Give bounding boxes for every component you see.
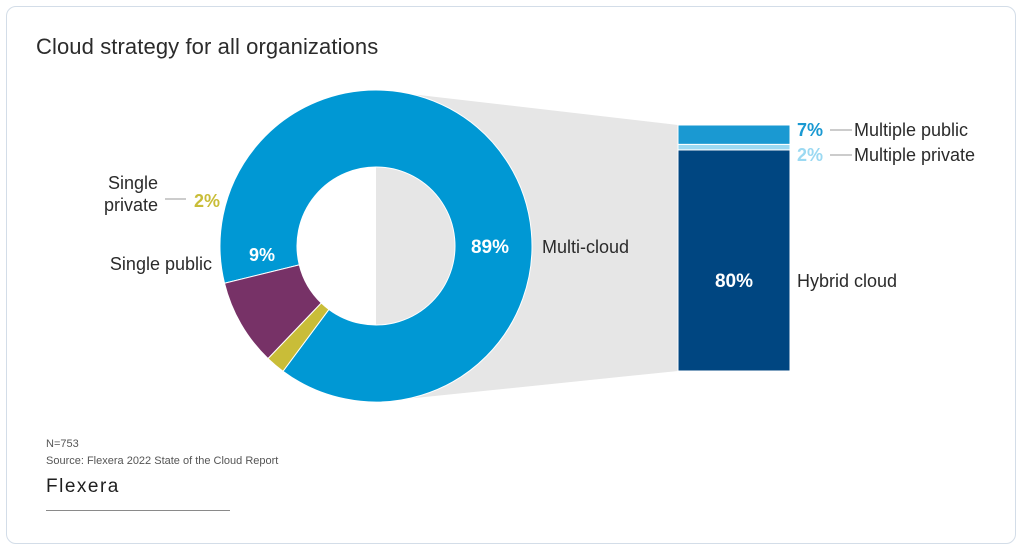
data-label-multiple-public: 7%: [797, 120, 823, 140]
category-label-single-public: Single public: [110, 254, 212, 274]
category-label-hybrid-cloud: Hybrid cloud: [797, 271, 897, 291]
donut-slice-multi-cloud: [219, 89, 533, 403]
data-label-multi-cloud: 89%: [471, 237, 509, 258]
category-label-multi-cloud: Multi-cloud: [542, 237, 629, 257]
data-label-hybrid-cloud: 80%: [715, 271, 753, 292]
category-label-single-private: Single private: [104, 173, 158, 215]
logo-divider: [46, 510, 230, 511]
bar-segment-multiple-private: [677, 143, 791, 151]
category-label-multiple-private: Multiple private: [854, 145, 975, 165]
category-label-multiple-public: Multiple public: [854, 120, 968, 140]
flexera-logo: Flexera: [46, 476, 120, 497]
data-label-single-private: 2%: [194, 191, 220, 211]
data-label-multiple-private: 2%: [797, 145, 823, 165]
source-note: Source: Flexera 2022 State of the Cloud …: [46, 455, 279, 467]
bar-segment-multiple-public: [677, 124, 791, 145]
bar-segment-hybrid-cloud: [677, 149, 791, 372]
sample-size-note: N=753: [46, 438, 79, 450]
chart-title: Cloud strategy for all organizations: [36, 34, 379, 59]
donut-slice-single-private: [267, 302, 330, 372]
data-label-single-public: 9%: [249, 245, 275, 265]
